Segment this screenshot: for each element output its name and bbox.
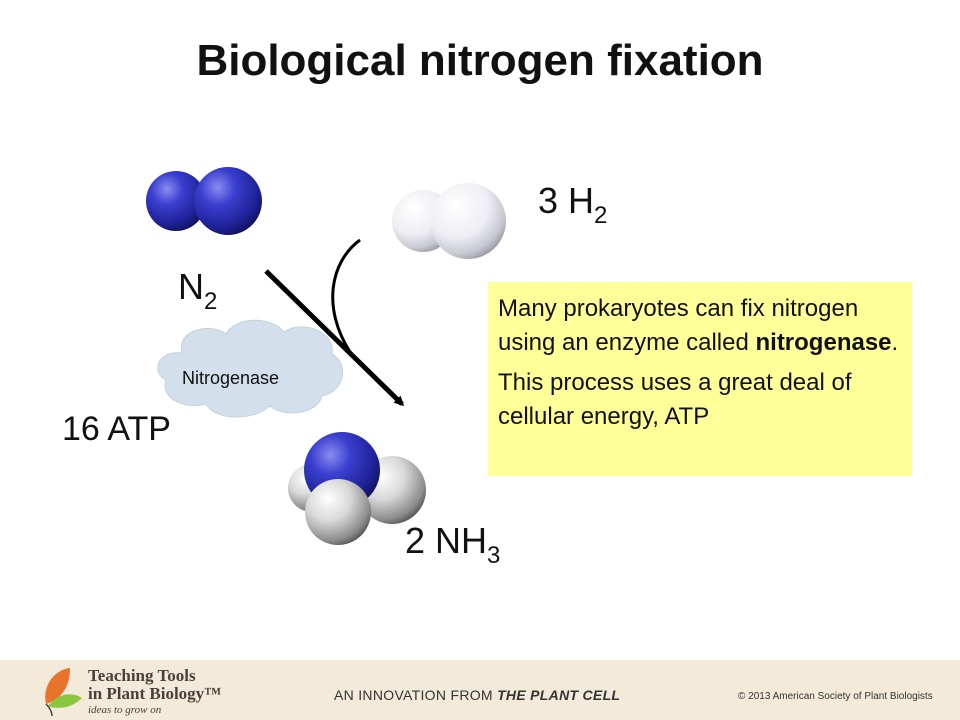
h2-formula-text: 3 H <box>538 180 595 221</box>
brand-name-line2: in Plant Biology™ <box>88 684 222 703</box>
nitrogenase-label: Nitrogenase <box>182 368 280 388</box>
innovation-prefix: AN INNOVATION FROM <box>334 687 498 703</box>
n2-formula-text: N <box>178 266 204 307</box>
nh3-molecule-icon <box>288 432 426 545</box>
n2-formula: N2 <box>178 266 217 314</box>
reaction-illustration <box>146 167 506 545</box>
slide-title: Biological nitrogen fixation <box>196 36 764 85</box>
callout-paragraph-1: Many prokaryotes can fix nitrogen using … <box>498 292 902 360</box>
h2-incoming-curve <box>331 238 361 353</box>
n2-subscript: 2 <box>204 288 218 315</box>
callout-paragraph-2: This process uses a great deal of cellul… <box>498 369 852 430</box>
copyright-text: © 2013 American Society of Plant Biologi… <box>738 691 933 702</box>
n2-molecule-icon <box>146 167 262 235</box>
h2-molecule-icon <box>392 183 506 259</box>
callout-text-1: Many prokaryotes can fix nitrogen using … <box>498 295 859 356</box>
atp-label: 16 ATP <box>62 410 171 448</box>
reaction-arrow <box>264 269 405 407</box>
brand-tagline: ideas to grow on <box>88 704 162 716</box>
brand-name-line1: Teaching Tools <box>88 666 196 685</box>
callout-bold-term: nitrogenase <box>755 329 892 356</box>
footer-bar: Teaching Tools in Plant Biology™ ideas t… <box>0 660 960 720</box>
info-callout: Many prokaryotes can fix nitrogen using … <box>488 282 912 476</box>
h2-formula: 3 H2 <box>538 180 607 228</box>
h2-subscript: 2 <box>594 202 608 229</box>
innovation-journal: THE PLANT CELL <box>497 687 621 703</box>
nh3-formula-text: 2 NH <box>405 520 488 561</box>
innovation-text: AN INNOVATION FROM THE PLANT CELL <box>334 687 620 703</box>
leaf-logo-icon <box>45 668 82 716</box>
nitrogenase-cloud-icon <box>157 319 343 418</box>
nh3-formula: 2 NH3 <box>405 520 500 568</box>
nh3-subscript: 3 <box>487 542 501 569</box>
callout-period: . <box>891 329 899 356</box>
